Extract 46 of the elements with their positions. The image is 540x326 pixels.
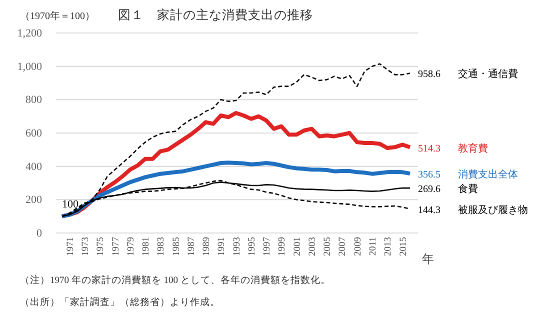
text: 食費 [458, 183, 478, 196]
data-label: 514.3 [418, 143, 440, 154]
x-tick-label: 1981 [142, 236, 152, 256]
x-tick-label: 1997 [262, 236, 273, 256]
y-tick-label: 600 [26, 128, 42, 140]
data-label: 269.6 [418, 184, 440, 196]
text: （注）1970 年の家計の消費額を 100 として、各年の消費額を指数化。 [20, 274, 330, 286]
x-tick-label: 2005 [323, 236, 334, 256]
x-tick-label: 1995 [247, 236, 258, 256]
x-tick-label: 1985 [172, 236, 182, 256]
y-axis-title: （1970年＝100） [20, 10, 95, 22]
x-tick-label: 1999 [278, 236, 288, 256]
text: 消費支出全体 [458, 168, 518, 181]
text: （出所）「家計調査」（総務省）より作成。 [20, 296, 220, 308]
text: 被服及び履き物 [458, 204, 528, 216]
x-tick-label: 2015 [398, 236, 409, 256]
x-tick-label: 2009 [353, 236, 364, 256]
x-tick-label: 1991 [217, 236, 228, 256]
y-tick-label: 1,200 [17, 28, 42, 40]
y-tick-label: 1,000 [17, 60, 42, 73]
text: 交通・通信費 [458, 68, 518, 80]
x-tick-label: 1993 [232, 236, 242, 256]
data-label: 356.5 [418, 170, 440, 181]
text: 教育費 [458, 142, 488, 154]
x-tick-label: 2003 [308, 236, 318, 256]
y-tick-label: 800 [26, 94, 42, 106]
x-tick-label: 1973 [81, 236, 92, 256]
y-tick-label: 200 [26, 194, 42, 206]
x-tick-label: 1979 [126, 236, 136, 256]
x-tick-label: 1975 [96, 236, 106, 256]
data-label: 144.3 [418, 204, 440, 216]
y-tick-label: 0 [36, 228, 42, 240]
x-tick-label: 2007 [338, 236, 348, 256]
annotation: 100 [62, 198, 79, 210]
x-tick-label: 2011 [368, 236, 378, 256]
x-tick-label: 1987 [186, 236, 197, 256]
x-tick-label: 1989 [202, 236, 212, 256]
x-axis-title: 年 [422, 252, 434, 266]
data-label: 958.6 [418, 69, 440, 80]
x-tick-label: 2013 [384, 236, 394, 256]
y-tick-label: 400 [26, 160, 42, 173]
x-tick-label: 1983 [156, 236, 167, 256]
chart-title: 図１ 家計の主な消費支出の推移 [118, 7, 313, 22]
x-tick-label: 2001 [292, 236, 303, 256]
x-tick-label: 1971 [66, 236, 76, 256]
x-tick-label: 1977 [111, 236, 122, 256]
